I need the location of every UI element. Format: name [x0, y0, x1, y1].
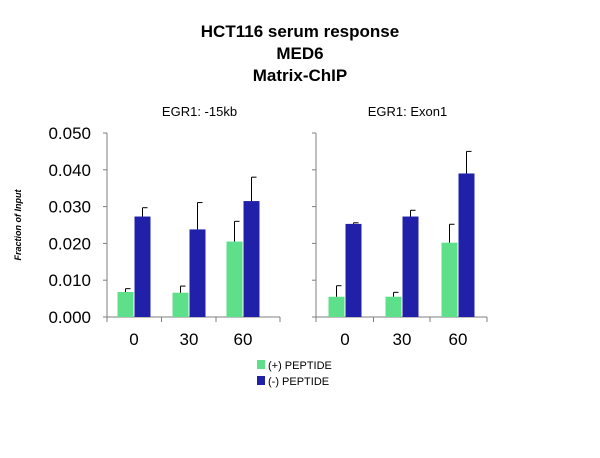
bar-minus-peptide: [345, 223, 362, 317]
bar-minus-peptide: [189, 229, 206, 317]
bar-minus-peptide: [243, 201, 260, 317]
bar-minus-peptide: [134, 216, 151, 317]
bar-plus-peptide: [117, 291, 134, 317]
panel-title: EGR1: -15kb: [162, 104, 237, 119]
x-tick-label: 30: [393, 330, 412, 349]
x-tick-label: 60: [234, 330, 253, 349]
x-tick-label: 30: [180, 330, 199, 349]
legend-entry: (+) PEPTIDE: [268, 360, 332, 372]
x-tick-label: 0: [340, 330, 349, 349]
y-tick-label: 0.030: [48, 198, 91, 217]
y-axis-label: Fraction of Input: [13, 189, 23, 261]
y-tick-label: 0.000: [48, 308, 91, 327]
chart-title-line-1: HCT116 serum response: [200, 22, 400, 41]
bar-plus-peptide: [385, 296, 402, 317]
bar-minus-peptide: [402, 216, 419, 317]
panel-title: EGR1: Exon1: [368, 104, 448, 119]
legend-swatch: [257, 376, 265, 385]
chart-title-line-3: Matrix-ChIP: [252, 66, 348, 85]
legend-swatch: [257, 360, 265, 369]
y-tick-label: 0.020: [48, 234, 91, 253]
bar-plus-peptide: [172, 292, 189, 317]
chart-title-line-2: MED6: [276, 44, 324, 63]
bar-plus-peptide: [441, 242, 458, 317]
y-tick-label: 0.040: [48, 161, 91, 180]
y-tick-label: 0.050: [48, 124, 91, 143]
bar-minus-peptide: [458, 173, 475, 317]
y-tick-label: 0.010: [48, 271, 91, 290]
bar-plus-peptide: [226, 241, 243, 317]
legend-entry: (-) PEPTIDE: [268, 376, 329, 388]
x-tick-label: 60: [449, 330, 468, 349]
x-tick-label: 0: [129, 330, 138, 349]
bar-plus-peptide: [328, 296, 345, 317]
